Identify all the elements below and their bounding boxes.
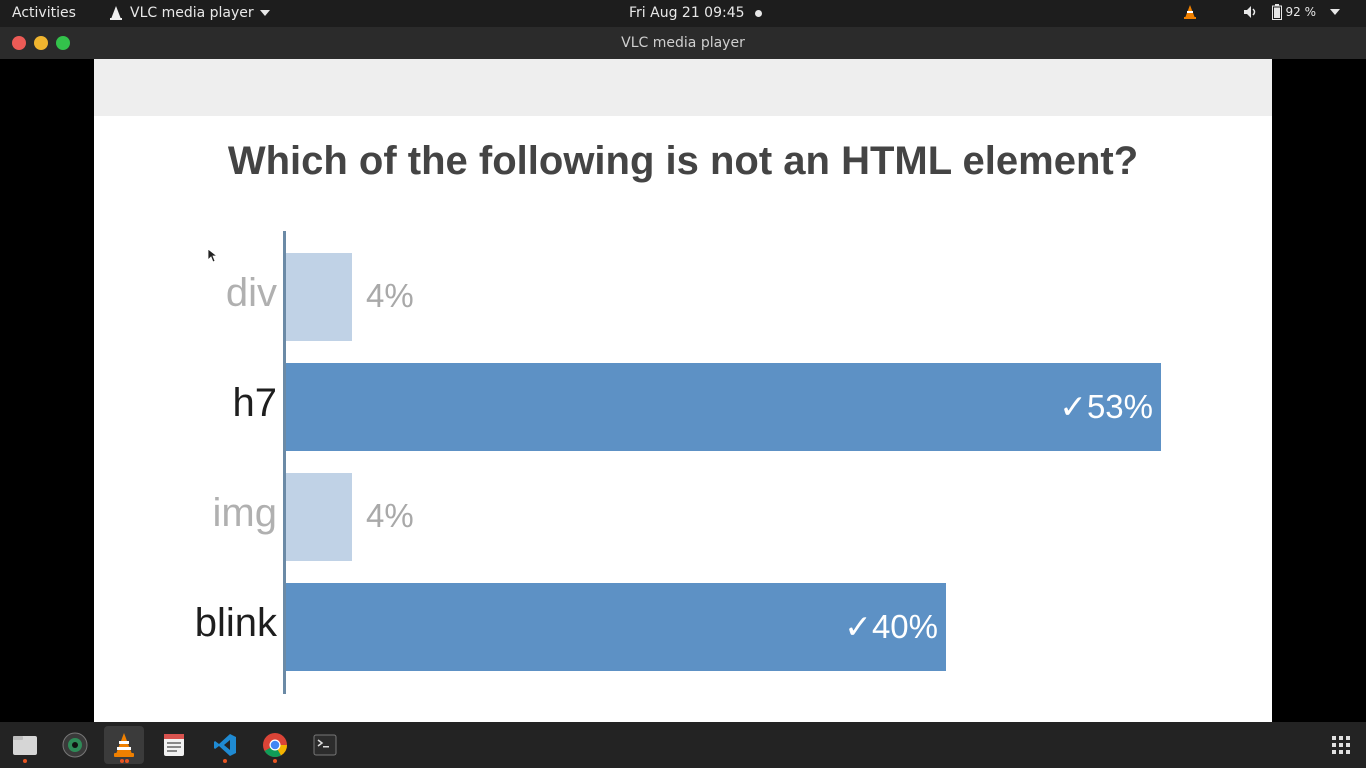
window-title: VLC media player	[621, 35, 745, 51]
value-label-div: 4%	[366, 277, 414, 314]
maximize-window-button[interactable]	[56, 36, 70, 50]
dock-text-editor[interactable]	[154, 726, 194, 764]
clock-label: Fri Aug 21 09:45	[629, 5, 745, 21]
system-tray[interactable]: 92 %	[1182, 4, 1340, 20]
bar-blink	[286, 583, 946, 671]
category-label-h7: h7	[232, 381, 278, 425]
volume-icon[interactable]	[1242, 4, 1258, 20]
running-indicator	[273, 759, 277, 763]
system-menu-chevron-icon[interactable]	[1330, 9, 1340, 15]
category-label-div: div	[225, 271, 277, 315]
slide-banner	[94, 59, 1272, 116]
vscode-icon	[214, 734, 236, 756]
dock-files[interactable]	[5, 726, 45, 764]
mouse-cursor-icon	[208, 249, 218, 263]
show-applications-icon[interactable]	[1332, 736, 1350, 754]
category-label-img: img	[212, 491, 277, 535]
activities-button[interactable]: Activities	[12, 5, 76, 21]
dock-terminal[interactable]	[305, 726, 345, 764]
vlc-icon	[114, 733, 134, 757]
camera-icon	[62, 732, 88, 758]
vlc-tray-icon[interactable]	[1182, 4, 1198, 20]
running-indicator	[120, 759, 124, 763]
dock-camera[interactable]	[55, 726, 95, 764]
dock-chrome[interactable]	[255, 726, 295, 764]
running-indicator	[223, 759, 227, 763]
value-label-blink: ✓40%	[844, 608, 938, 645]
files-icon	[13, 736, 37, 755]
video-frame: Which of the following is not an HTML el…	[94, 59, 1272, 722]
running-indicator	[23, 759, 27, 763]
chevron-down-icon	[259, 10, 270, 16]
minimize-window-button[interactable]	[34, 36, 48, 50]
notification-dot-icon	[754, 9, 762, 17]
dock	[0, 722, 1366, 768]
battery-icon	[1271, 4, 1282, 20]
terminal-icon	[313, 734, 337, 756]
value-label-h7: ✓53%	[1059, 388, 1153, 425]
bar-img	[286, 473, 352, 561]
vlc-icon	[110, 6, 122, 20]
dock-vscode[interactable]	[205, 726, 245, 764]
chart-axis	[283, 231, 286, 694]
app-menu-label: VLC media player	[130, 5, 254, 21]
text-editor-icon	[164, 734, 184, 756]
slide-question: Which of the following is not an HTML el…	[227, 139, 1139, 183]
value-label-img: 4%	[366, 497, 414, 534]
bar-h7	[286, 363, 1161, 451]
category-label-blink: blink	[194, 601, 277, 645]
clock[interactable]: Fri Aug 21 09:45	[629, 5, 762, 21]
chrome-icon	[263, 733, 287, 758]
bar-div	[286, 253, 352, 341]
running-indicator	[125, 759, 129, 763]
top-bar: Activities VLC media player Fri Aug 21 0…	[0, 0, 1366, 27]
video-area[interactable]: Which of the following is not an HTML el…	[0, 59, 1366, 722]
battery-indicator[interactable]: 92 %	[1271, 4, 1317, 20]
window-titlebar[interactable]: VLC media player	[0, 27, 1366, 59]
app-menu[interactable]: VLC media player	[108, 5, 270, 21]
close-window-button[interactable]	[12, 36, 26, 50]
battery-percent: 92 %	[1285, 5, 1317, 19]
dock-vlc[interactable]	[104, 726, 144, 764]
